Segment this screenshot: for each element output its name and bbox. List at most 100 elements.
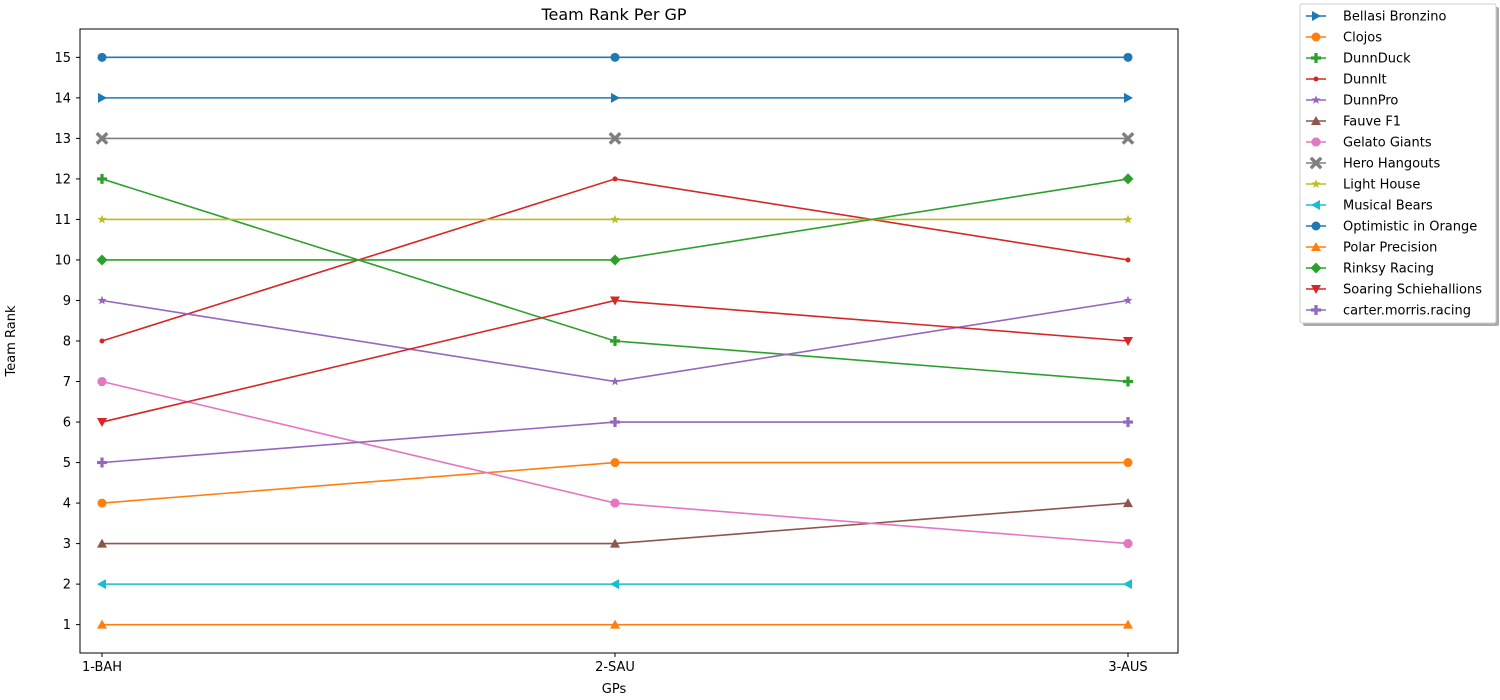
- legend-label: Gelato Giants: [1343, 136, 1432, 151]
- legend-marker: [1311, 305, 1321, 315]
- x-tick-label: 3-AUS: [1108, 660, 1147, 675]
- data-point: [96, 254, 108, 266]
- series-14: [97, 296, 1133, 428]
- legend-entry: Bellasi Bronzino: [1306, 10, 1446, 25]
- y-tick-label: 7: [63, 375, 71, 390]
- y-tick-label: 8: [63, 335, 71, 350]
- data-point: [1123, 214, 1133, 224]
- y-tick-label: 10: [54, 253, 71, 268]
- data-point: [1123, 417, 1133, 428]
- data-point: [97, 579, 106, 590]
- legend-marker: [1310, 262, 1322, 274]
- legend-label: Optimistic in Orange: [1343, 220, 1477, 235]
- legend-marker: [1311, 200, 1320, 210]
- data-point: [609, 254, 621, 266]
- legend-marker: [1311, 95, 1321, 104]
- series-1: [98, 92, 1133, 103]
- y-tick-label: 6: [63, 416, 71, 431]
- legend-label: carter.morris.racing: [1343, 304, 1471, 319]
- legend-entry: Fauve F1: [1306, 115, 1401, 130]
- y-tick-label: 1: [63, 618, 71, 633]
- legend-entry: Rinksy Racing: [1306, 262, 1434, 277]
- data-point: [97, 457, 107, 468]
- legend-marker: [1311, 53, 1321, 64]
- y-tick-label: 9: [63, 294, 71, 309]
- data-point: [97, 498, 107, 508]
- x-tick-label: 1-BAH: [82, 660, 122, 675]
- data-point: [610, 498, 620, 508]
- data-point: [97, 418, 107, 428]
- series-13: [96, 173, 1134, 266]
- legend-marker: [1313, 76, 1319, 82]
- series-8: [95, 131, 1135, 145]
- data-point: [612, 176, 618, 182]
- legend-label: Musical Bears: [1343, 199, 1433, 214]
- data-point: [97, 619, 107, 629]
- data-point: [1121, 131, 1135, 145]
- legend-marker: [1311, 137, 1321, 147]
- legend-entry: Hero Hangouts: [1306, 157, 1440, 172]
- y-tick-label: 2: [63, 578, 71, 593]
- data-point: [1123, 579, 1132, 590]
- data-point: [611, 92, 620, 103]
- series-10: [97, 579, 1132, 590]
- legend-label: Rinksy Racing: [1343, 262, 1434, 277]
- series-4: [99, 176, 1131, 344]
- data-point: [98, 92, 107, 103]
- legend-label: Fauve F1: [1343, 115, 1401, 130]
- data-point: [97, 52, 107, 62]
- y-tick-label: 15: [54, 51, 71, 66]
- data-point: [610, 214, 620, 224]
- data-point: [610, 417, 621, 428]
- legend-marker: [1311, 242, 1321, 251]
- legend-marker: [1309, 156, 1323, 170]
- data-point: [1123, 539, 1133, 549]
- legend-entry: Soaring Schiehallions: [1306, 283, 1482, 298]
- legend-label: Soaring Schiehallions: [1343, 283, 1482, 298]
- plot-marks: [95, 52, 1135, 629]
- legend-marker: [1311, 221, 1321, 231]
- plot-area: [79, 28, 1179, 654]
- data-point: [610, 336, 621, 346]
- legend-marker: [1311, 285, 1321, 294]
- x-tick-label: 2-SAU: [595, 660, 635, 675]
- data-point: [610, 458, 620, 468]
- y-tick-label: 3: [63, 537, 71, 552]
- data-point: [95, 131, 109, 145]
- data-point: [1123, 498, 1133, 508]
- series-2: [97, 458, 1133, 508]
- data-point: [1123, 337, 1133, 346]
- data-point: [610, 296, 620, 306]
- legend-label: Light House: [1343, 178, 1420, 193]
- data-point: [608, 131, 622, 145]
- legend-label: DunnPro: [1343, 94, 1398, 109]
- series-6: [97, 498, 1133, 548]
- y-tick-label: 4: [63, 497, 71, 512]
- data-point: [610, 619, 620, 629]
- data-point: [97, 295, 107, 305]
- legend-entry: Musical Bears: [1306, 199, 1433, 214]
- data-point: [97, 214, 107, 224]
- series-line: [101, 461, 1128, 504]
- y-axis-label: Team Rank: [4, 305, 19, 377]
- data-point: [610, 579, 619, 590]
- series-line: [101, 178, 1129, 383]
- legend-box: [1299, 3, 1497, 324]
- legend-marker: [1311, 32, 1321, 42]
- data-point: [610, 376, 620, 386]
- legend-marker: [1311, 179, 1321, 188]
- legend-entry: Optimistic in Orange: [1306, 220, 1477, 235]
- y-tick-label: 11: [54, 213, 71, 228]
- legend-label: DunnIt: [1343, 73, 1387, 88]
- data-point: [97, 173, 107, 184]
- data-point: [1123, 458, 1133, 468]
- legend-marker: [1312, 11, 1321, 21]
- series-9: [97, 214, 1133, 224]
- legend-entry: DunnPro: [1306, 94, 1398, 109]
- series-7: [97, 377, 1133, 549]
- legend-entry: carter.morris.racing: [1306, 304, 1471, 319]
- series-3: [97, 173, 1133, 387]
- series-line: [102, 502, 1129, 545]
- y-tick-label: 14: [54, 91, 71, 106]
